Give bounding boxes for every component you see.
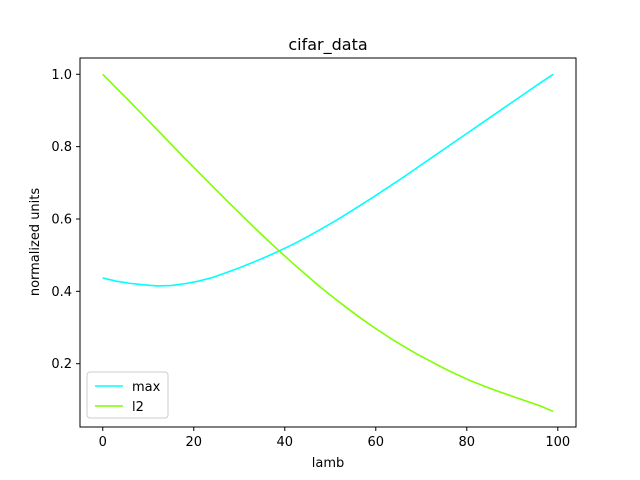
y-tick-label: 0.8 [51, 140, 72, 155]
x-tick-label: 60 [368, 435, 385, 450]
x-tick-label: 20 [185, 435, 202, 450]
y-tick-label: 0.4 [51, 285, 72, 300]
series-line-max [102, 73, 554, 287]
x-tick-label: 0 [99, 435, 107, 450]
y-axis-label: normalized units [28, 188, 43, 297]
y-tick-label: 0.2 [51, 357, 72, 372]
y-tick-label: 1.0 [51, 68, 72, 83]
legend-label-max: max [132, 380, 161, 395]
x-tick-label: 80 [459, 435, 476, 450]
legend-label-l2: l2 [132, 400, 144, 415]
x-tick-label: 100 [545, 435, 570, 450]
chart-title: cifar_data [288, 35, 367, 55]
x-tick-label: 40 [276, 435, 293, 450]
x-axis-label: lamb [312, 456, 345, 471]
legend-box [86, 371, 169, 419]
y-tick-label: 0.6 [51, 212, 72, 227]
axes-layer: 0 20 40 60 80 100 0.2 0.4 0.6 0.8 1.0 [51, 57, 577, 450]
legend: max l2 [86, 371, 169, 419]
series-layer [102, 73, 554, 413]
axes-frame [79, 57, 577, 428]
series-line-l2 [102, 73, 554, 413]
